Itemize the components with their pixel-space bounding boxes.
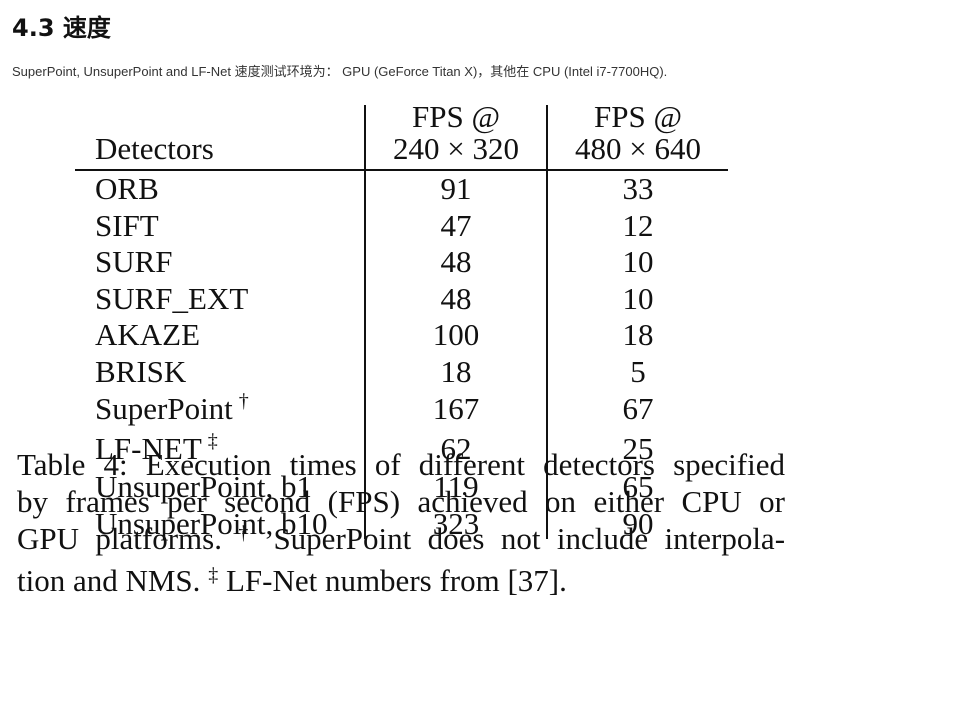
detector-name: BRISK [95, 354, 187, 389]
fps-240x320-cell: 100 [432, 317, 480, 352]
fps-240x320-cell: 47 [440, 208, 472, 243]
fps-240x320-cell: 18 [440, 354, 472, 389]
caption-line-3: GPU platforms. † SuperPoint does not inc… [17, 520, 785, 562]
caption-line-4-b: LF-Net numbers from [37]. [218, 563, 567, 598]
table-row-detector: UnsuperPoint, b10 [95, 508, 328, 539]
table-row-detector: BRISK [95, 356, 186, 387]
table-caption: Table 4: Execution times of different de… [17, 446, 785, 604]
detector-name: UnsuperPoint, b10 [95, 506, 328, 541]
fps-240x320-cell: 62 [440, 431, 472, 466]
header-col1-line2: 240 × 320 [393, 131, 519, 166]
detector-name: LF-NET [95, 431, 202, 466]
detector-name: SURF_EXT [95, 281, 249, 316]
table-row-detector: AKAZE [95, 319, 200, 350]
header-col2-line1: FPS @ [593, 99, 683, 134]
header-detectors: Detectors [95, 131, 214, 166]
section-heading: 4.3 速度 [12, 14, 111, 42]
table-row-detector: UnsuperPoint, b1 [95, 471, 312, 502]
fps-480x640-cell: 67 [622, 391, 654, 426]
caption-line-4-a: tion and NMS. [17, 563, 201, 598]
test-environment-note: SuperPoint, UnsuperPoint and LF-Net 速度测试… [12, 64, 668, 79]
table-row-detector: SIFT [95, 210, 159, 241]
caption-line-4: tion and NMS. ‡ LF-Net numbers from [37]… [17, 562, 785, 604]
table-row-detector: ORB [95, 173, 159, 204]
fps-480x640-cell: 65 [622, 469, 654, 504]
table-row-detector: SuperPoint † [95, 390, 249, 426]
caption-line-1: Table 4: Execution times of different de… [17, 447, 785, 482]
header-col2-line2: 480 × 640 [575, 131, 701, 166]
detector-name: ORB [95, 171, 159, 206]
footnote-mark: † [238, 390, 249, 412]
detector-name: AKAZE [95, 317, 201, 352]
table-row-detector: LF-NET ‡ [95, 430, 218, 466]
column-separator-1 [364, 105, 366, 539]
double-dagger-footnote-mark: ‡ [208, 564, 219, 586]
fps-240x320-cell: 91 [440, 171, 472, 206]
detector-name: SuperPoint [95, 391, 233, 426]
table-figure: Detectors FPS @ 240 × 320 FPS @ 480 × 64… [0, 96, 974, 696]
fps-480x640-cell: 5 [630, 354, 646, 389]
fps-240x320-cell: 48 [440, 281, 472, 316]
fps-240x320-cell: 323 [432, 506, 480, 541]
fps-480x640-cell: 12 [622, 208, 654, 243]
caption-line-2: by frames per second (FPS) achieved on e… [17, 484, 785, 519]
fps-480x640-cell: 25 [622, 431, 654, 466]
caption-line-3-a: GPU platforms. [17, 521, 222, 556]
fps-480x640-cell: 10 [622, 281, 654, 316]
caption-line-3-b: SuperPoint does not include interpola- [257, 521, 786, 556]
header-col1-line1: FPS @ [411, 99, 501, 134]
dagger-footnote-mark: † [238, 522, 258, 544]
table-row-detector: SURF [95, 246, 173, 277]
fps-480x640-cell: 18 [622, 317, 654, 352]
fps-480x640-cell: 90 [622, 506, 654, 541]
header-rule [75, 169, 728, 171]
fps-480x640-cell: 10 [622, 244, 654, 279]
table-row-detector: SURF_EXT [95, 283, 248, 314]
detector-name: UnsuperPoint, b1 [95, 469, 312, 504]
column-separator-2 [546, 105, 548, 539]
detector-name: SIFT [95, 208, 159, 243]
fps-240x320-cell: 119 [433, 469, 479, 504]
fps-240x320-cell: 167 [432, 391, 480, 426]
fps-480x640-cell: 33 [622, 171, 654, 206]
fps-240x320-cell: 48 [440, 244, 472, 279]
detector-name: SURF [95, 244, 173, 279]
footnote-mark: ‡ [207, 430, 218, 452]
